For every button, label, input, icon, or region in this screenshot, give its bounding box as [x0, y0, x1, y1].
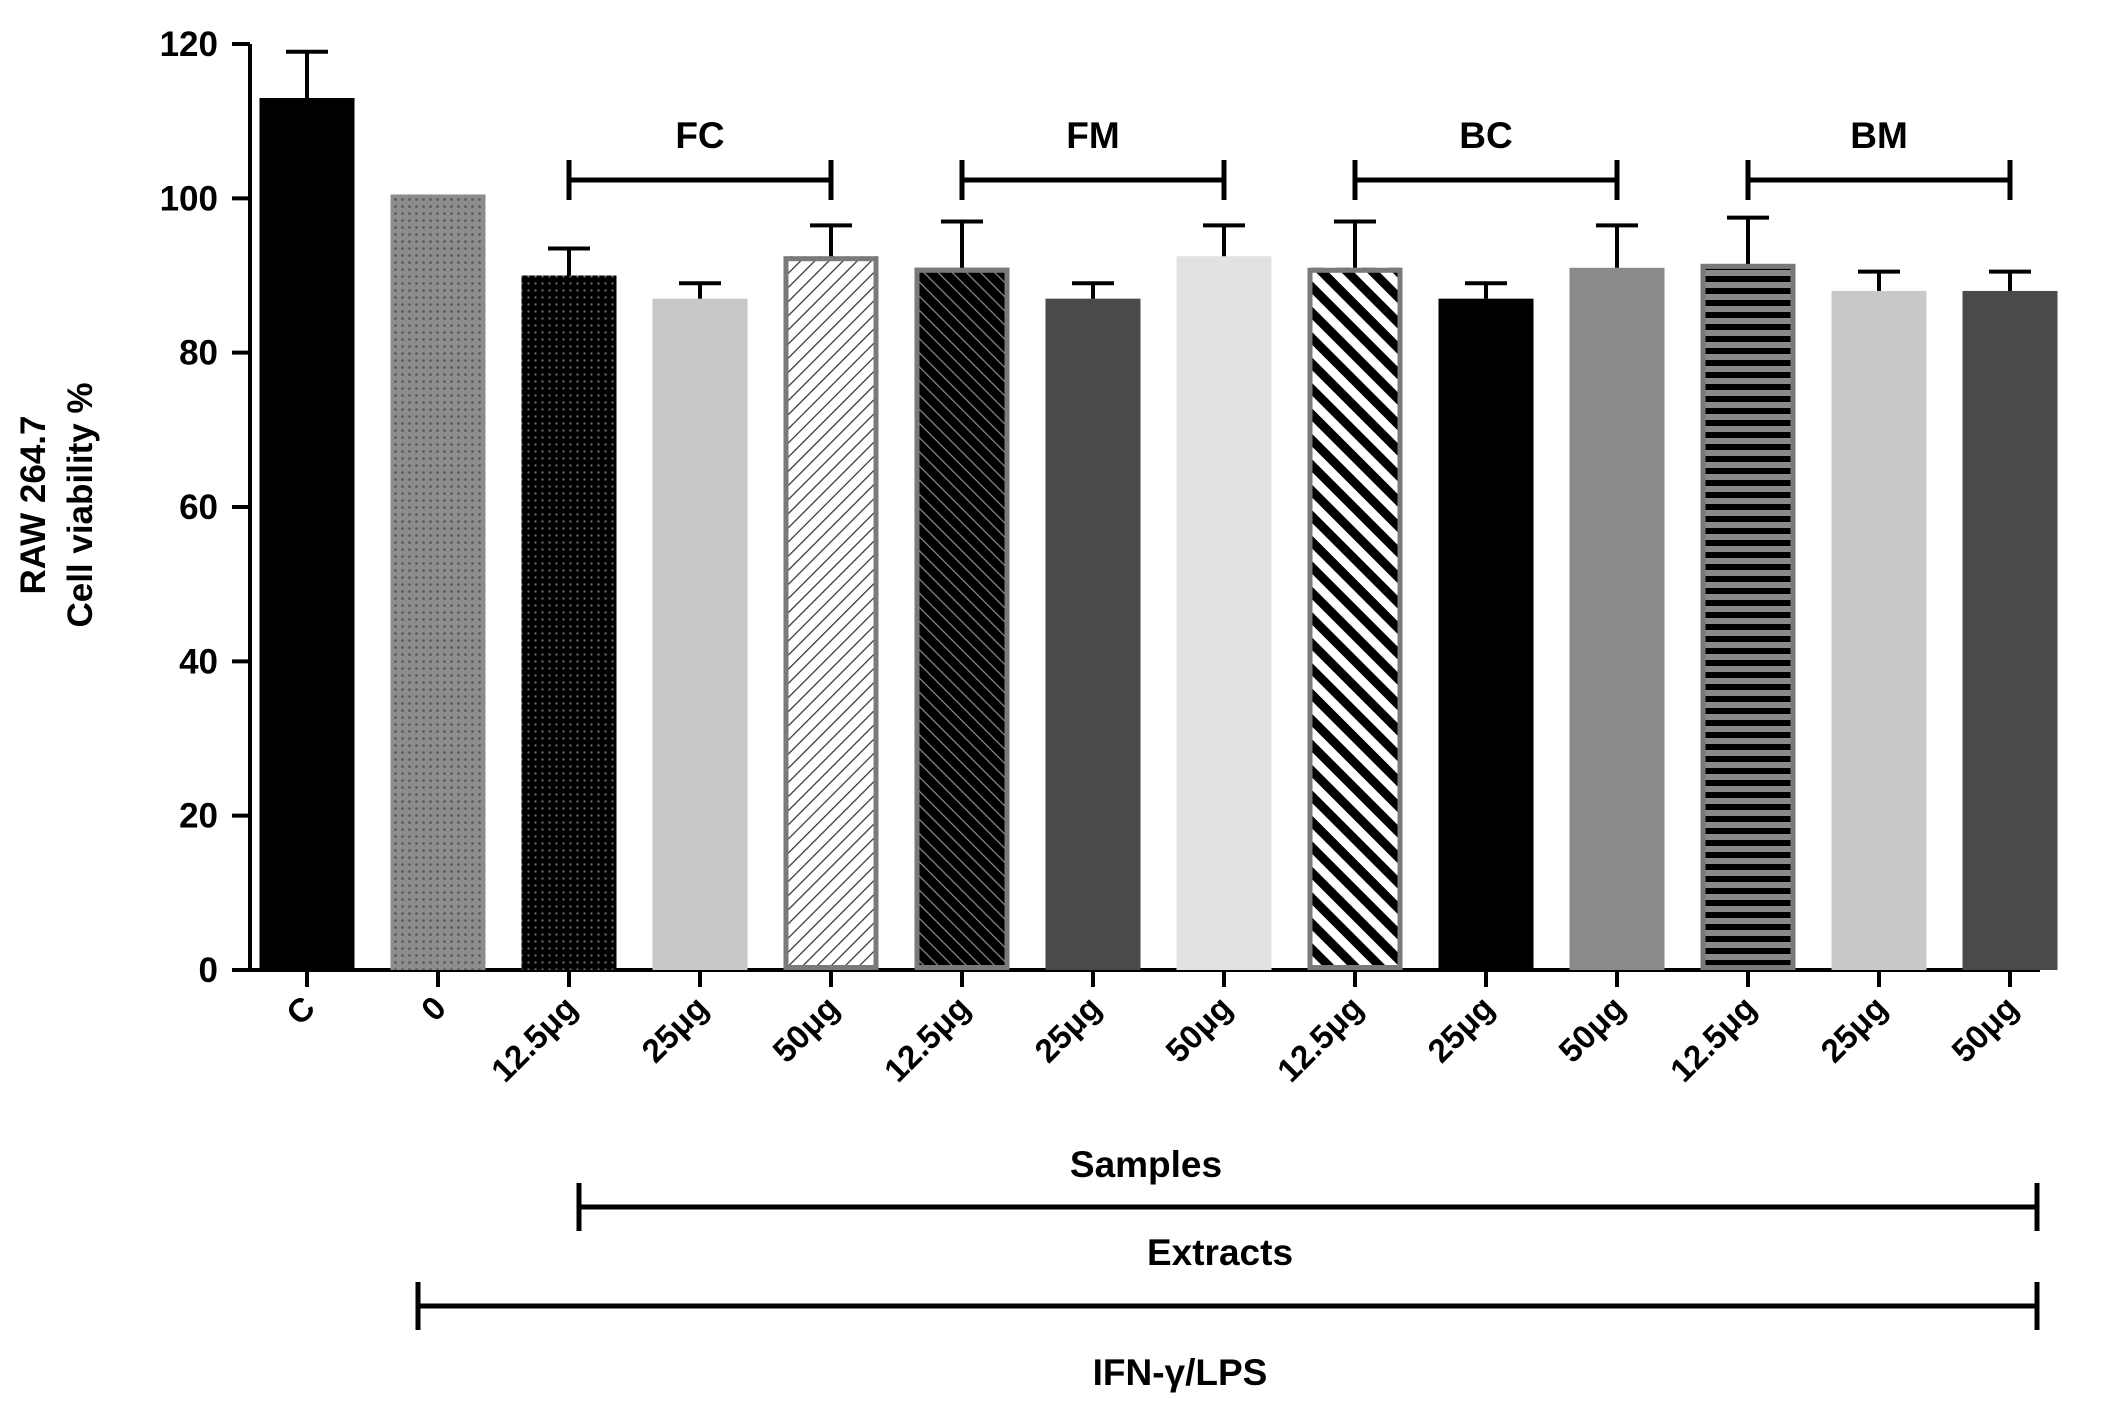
bar — [1176, 256, 1272, 970]
x-tick-label: 50μg — [1944, 989, 2025, 1070]
bar-pattern — [390, 194, 486, 971]
bar — [652, 298, 748, 970]
bar — [259, 98, 355, 971]
x-tick-label: 12.5μg — [1663, 989, 1763, 1089]
x-tick-label: 0 — [414, 989, 453, 1028]
x-tick-label: 25μg — [1027, 989, 1108, 1070]
bar-pattern — [914, 267, 1010, 970]
y-axis: 0 20 40 60 80 100 120 RAW 264.7 Cell viability… — [14, 25, 252, 990]
x-tick-label: 25μg — [1813, 989, 1894, 1070]
y-tick-label: 100 — [160, 179, 218, 218]
treatment-brackets: Extracts IFN-γ/LPS — [415, 1183, 2040, 1393]
x-ticks: C 0 12.5μg 25μg 50μg 12.5μg 25μg 50μg 12.5μg 25μg… — [279, 970, 2025, 1089]
bar — [1831, 290, 1927, 970]
bar-border — [914, 267, 1010, 970]
y-axis-label-line1: RAW 264.7 — [14, 416, 53, 595]
x-axis-label: Samples — [1070, 1144, 1222, 1185]
bar-border — [783, 256, 879, 971]
group-label: BC — [1459, 115, 1512, 156]
x-tick-label: 25μg — [1420, 989, 1501, 1070]
bar-border — [1307, 267, 1403, 970]
y-tick-label: 20 — [179, 797, 218, 836]
group-brackets: FC FM BC BM — [566, 115, 2013, 200]
x-tick-label: 12.5μg — [1270, 989, 1370, 1089]
treatment-label: IFN-γ/LPS — [1093, 1352, 1268, 1393]
bar — [1438, 298, 1534, 970]
group-label: FC — [675, 115, 724, 156]
bar-pattern — [783, 256, 879, 970]
x-tick-label: 25μg — [634, 989, 715, 1070]
bar-border — [1700, 263, 1796, 970]
bar — [1045, 298, 1141, 970]
error-bars — [286, 49, 2031, 299]
y-axis-label-line2: Cell viability % — [61, 382, 100, 627]
y-tick-label: 80 — [179, 334, 218, 373]
x-axis: C 0 12.5μg 25μg 50μg 12.5μg 25μg 50μg 12.5μg 25μg… — [248, 968, 2040, 1185]
y-tick-label: 60 — [179, 488, 218, 527]
y-ticks: 0 20 40 60 80 100 120 — [160, 25, 250, 990]
x-tick-label: 12.5μg — [484, 989, 584, 1089]
x-tick-label: 50μg — [1551, 989, 1632, 1070]
x-tick-label: 12.5μg — [877, 989, 977, 1089]
bar-pattern — [1700, 263, 1796, 970]
bar — [1569, 267, 1665, 970]
y-tick-label: 40 — [179, 642, 218, 681]
x-tick-label: C — [279, 989, 322, 1032]
bars — [259, 98, 2058, 971]
bar-pattern — [1307, 267, 1403, 970]
y-tick-label: 120 — [160, 25, 218, 64]
bar-pattern — [521, 275, 617, 970]
bar — [1962, 290, 2058, 970]
group-label: BM — [1850, 115, 1908, 156]
treatment-label: Extracts — [1147, 1232, 1293, 1273]
group-label: FM — [1066, 115, 1119, 156]
y-tick-label: 0 — [199, 951, 218, 990]
x-tick-label: 50μg — [1158, 989, 1239, 1070]
x-tick-label: 50μg — [765, 989, 846, 1070]
